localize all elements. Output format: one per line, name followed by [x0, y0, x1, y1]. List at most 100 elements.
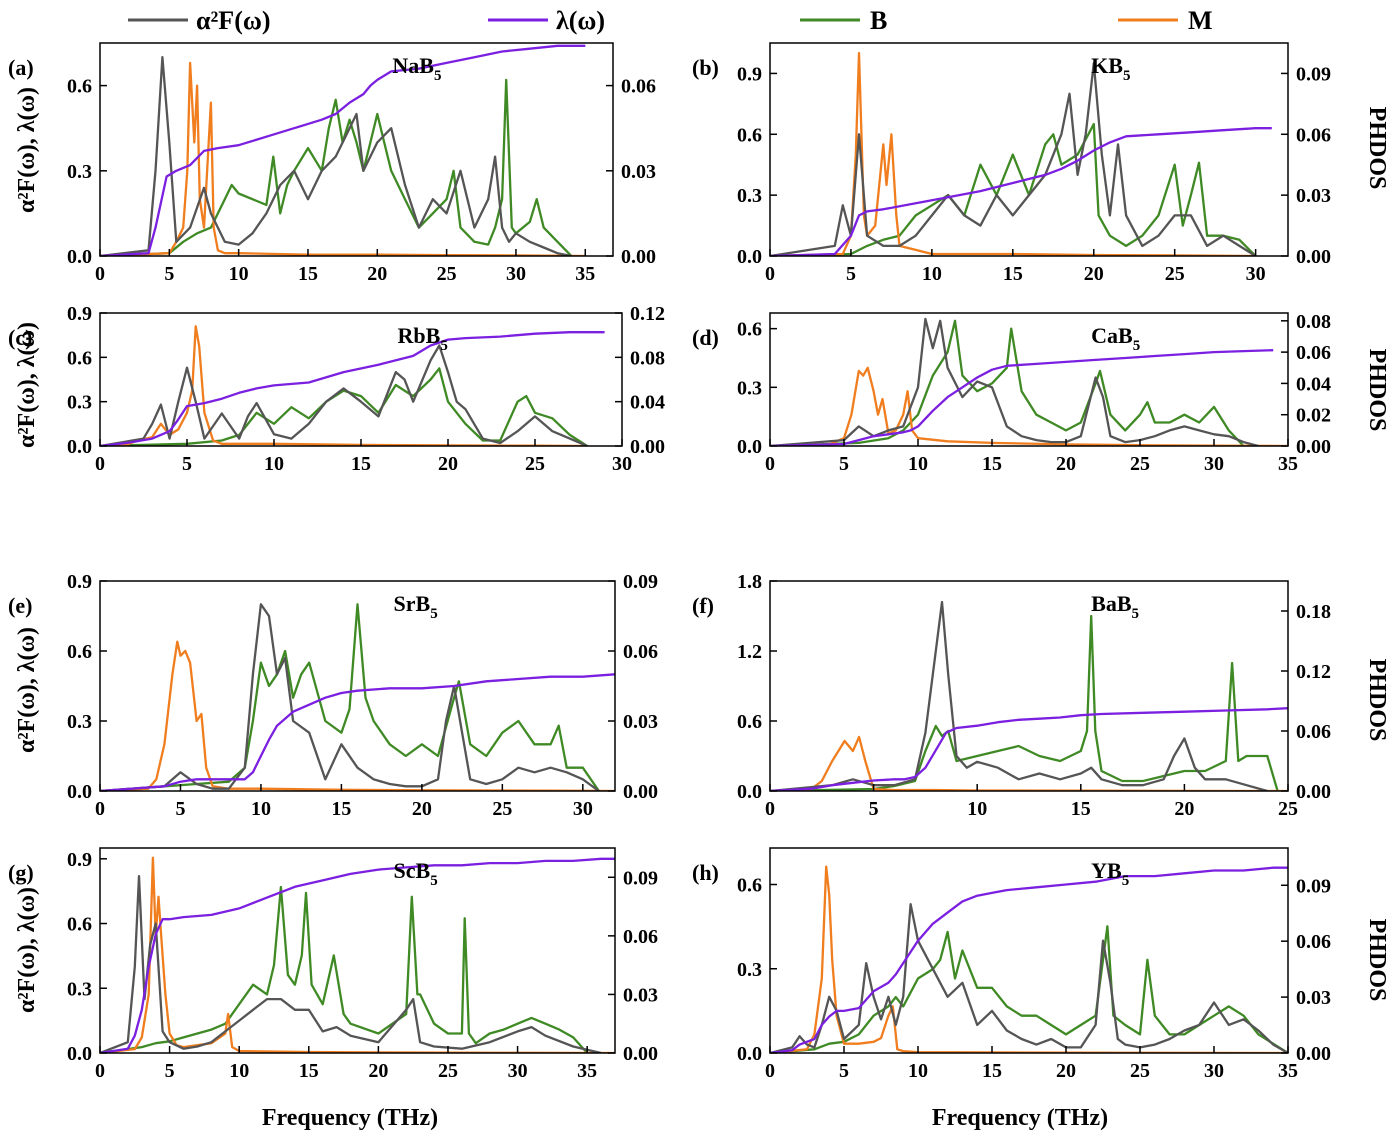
- legend-label: λ(ω): [556, 6, 605, 35]
- y-right-tick-label: 0.00: [1296, 781, 1331, 803]
- x-tick-label: 20: [438, 453, 458, 475]
- series-group: [770, 600, 1288, 791]
- compound-subscript: 5: [1132, 606, 1140, 622]
- x-tick-label: 30: [1246, 263, 1266, 285]
- legend-label: α²F(ω): [196, 6, 271, 35]
- y-right-axis-title: PHDOS: [1364, 659, 1390, 742]
- y-right-tick-label: 0.03: [623, 984, 658, 1006]
- y-left-tick-label: 0.3: [67, 392, 92, 414]
- y-right-tick-label: 0.08: [1296, 311, 1331, 333]
- x-tick-label: 20: [1056, 453, 1076, 475]
- compound-subscript: 5: [430, 873, 438, 889]
- series-line: [770, 317, 1259, 446]
- compound-subscript: 5: [440, 338, 448, 354]
- series-line: [100, 856, 615, 1053]
- y-left-tick-label: 0.6: [737, 124, 762, 146]
- x-tick-label: 25: [1130, 1060, 1150, 1082]
- x-tick-label: 20: [1174, 798, 1194, 820]
- y-right-tick-label: 0.06: [1296, 124, 1331, 146]
- x-tick-label: 0: [765, 263, 775, 285]
- plot-frame: [99, 580, 616, 792]
- y-right-tick-label: 0.06: [1296, 721, 1331, 743]
- y-right-axis-title: PHDOS: [1364, 349, 1390, 432]
- x-tick-label: 10: [251, 798, 271, 820]
- series-group: [100, 856, 615, 1053]
- series-line: [100, 56, 572, 256]
- y-left-tick-label: 0.6: [737, 319, 762, 341]
- compound-label: BaB5: [1091, 591, 1139, 622]
- plot-frame: [769, 847, 1289, 1054]
- chart-panel: 0 5 10 15 20 25 30 0.0 0.3 0.6 0.9 0.00 0.03 0.06 0.09…: [692, 42, 1331, 285]
- chart-panel: 0 5 10 15 20 25 30 35 0.0 0.3 0.6 0.9 0.00 0.03 0.06 0.…: [8, 847, 658, 1082]
- x-tick-label: 30: [1204, 453, 1224, 475]
- y-right-tick-label: 0.00: [623, 1043, 658, 1065]
- x-tick-label: 5: [839, 453, 849, 475]
- series-line: [100, 874, 602, 1053]
- series-line: [770, 366, 1288, 446]
- panel-label: (b): [692, 55, 719, 80]
- panel-label: (c): [8, 325, 32, 350]
- series-line: [100, 673, 615, 791]
- y-right-axis-title: PHDOS: [1364, 107, 1390, 190]
- x-tick-label: 25: [525, 453, 545, 475]
- y-right-tick-label: 0.06: [1296, 342, 1331, 364]
- chart-panel: 0 5 10 15 20 25 30 35 0.0 0.3 0.6 0.00 0.03 0.06 0.09 (…: [692, 847, 1331, 1082]
- y-left-tick-label: 0.0: [737, 436, 762, 458]
- series-group: [100, 603, 615, 791]
- x-tick-label: 25: [1130, 453, 1150, 475]
- y-right-tick-label: 0.06: [1296, 931, 1331, 953]
- series-group: [100, 325, 605, 446]
- x-tick-label: 25: [437, 263, 457, 285]
- y-left-tick-label: 0.9: [67, 849, 92, 871]
- x-tick-label: 30: [612, 453, 632, 475]
- series-group: [770, 51, 1272, 256]
- y-right-tick-label: 0.00: [1296, 436, 1331, 458]
- series-line: [100, 78, 573, 256]
- y-left-axis-title: α²F(ω), λ(ω): [14, 87, 40, 213]
- y-left-tick-label: 0.9: [737, 63, 762, 85]
- x-tick-label: 25: [438, 1060, 458, 1082]
- series-line: [770, 127, 1272, 256]
- series-line: [100, 61, 586, 256]
- y-right-tick-label: 0.00: [623, 781, 658, 803]
- y-left-axis-title: α²F(ω), λ(ω): [14, 322, 40, 448]
- y-right-tick-label: 0.12: [1296, 661, 1331, 683]
- x-tick-label: 35: [575, 263, 595, 285]
- series-line: [770, 866, 1288, 1053]
- x-tick-label: 30: [1204, 1060, 1224, 1082]
- compound-label: NaB5: [392, 53, 441, 84]
- compound-name: KB: [1091, 53, 1123, 78]
- y-left-tick-label: 0.0: [67, 1043, 92, 1065]
- series-line: [770, 600, 1268, 791]
- y-left-tick-label: 1.8: [737, 571, 762, 593]
- x-tick-label: 25: [1165, 263, 1185, 285]
- series-line: [770, 614, 1279, 791]
- compound-label: RbB5: [398, 323, 448, 354]
- x-tick-label: 35: [1278, 453, 1298, 475]
- compound-subscript: 5: [1123, 68, 1131, 84]
- x-tick-label: 20: [368, 1060, 388, 1082]
- compound-name: BaB: [1091, 591, 1132, 616]
- axis-titles: Frequency (THz) Frequency (THz) α²F(ω), λ(…: [14, 87, 1390, 1131]
- x-tick-label: 5: [869, 798, 879, 820]
- series-line: [100, 367, 588, 446]
- panel-label: (g): [8, 860, 34, 885]
- panel-label: (e): [8, 593, 32, 618]
- x-tick-label: 0: [95, 1060, 105, 1082]
- x-tick-label: 0: [95, 798, 105, 820]
- legend: α²F(ω) λ(ω) B M: [128, 6, 1213, 35]
- y-right-tick-label: 0.03: [623, 711, 658, 733]
- x-tick-label: 30: [573, 798, 593, 820]
- x-tick-label: 0: [95, 263, 105, 285]
- y-right-tick-label: 0.02: [1296, 405, 1331, 427]
- x-tick-label: 15: [982, 453, 1002, 475]
- panel-label: (f): [692, 593, 714, 618]
- x-tick-label: 20: [1056, 1060, 1076, 1082]
- plot-frame: [99, 42, 614, 257]
- x-tick-label: 5: [164, 263, 174, 285]
- x-tick-label: 10: [922, 263, 942, 285]
- chart-panel: 0 5 10 15 20 25 30 0.0 0.3 0.6 0.9 0.00 0.03 0.06 0.09…: [8, 571, 658, 820]
- y-left-tick-label: 0.0: [67, 246, 92, 268]
- plot-frame: [769, 42, 1289, 257]
